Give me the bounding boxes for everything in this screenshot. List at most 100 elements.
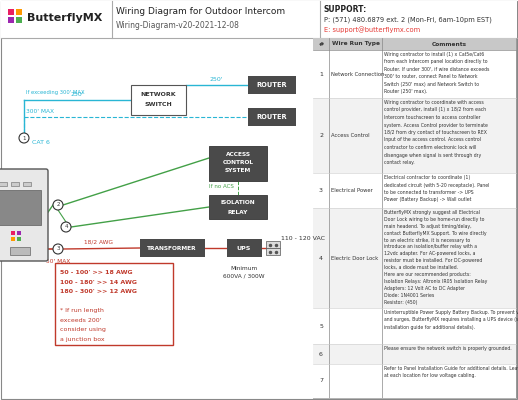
Text: If no ACS: If no ACS: [209, 184, 234, 190]
Text: dedicated circuit (with 5-20 receptacle). Panel: dedicated circuit (with 5-20 receptacle)…: [384, 182, 490, 188]
Text: disengage when signal is sent through dry: disengage when signal is sent through dr…: [384, 152, 481, 158]
Bar: [55, 263, 173, 345]
Text: 300' MAX: 300' MAX: [26, 109, 54, 114]
Text: 12vdc adapter. For AC-powered locks, a: 12vdc adapter. For AC-powered locks, a: [384, 251, 476, 256]
Text: CAT 6: CAT 6: [32, 140, 50, 144]
Text: Switch (250' max) and Network Switch to: Switch (250' max) and Network Switch to: [384, 82, 479, 86]
Text: 180 - 300' >> 12 AWG: 180 - 300' >> 12 AWG: [60, 289, 137, 294]
Text: 1: 1: [22, 136, 26, 140]
Text: Router. If under 300', if wire distance exceeds: Router. If under 300', if wire distance …: [384, 67, 490, 72]
Text: UPS: UPS: [237, 246, 251, 250]
Text: 3: 3: [319, 188, 323, 193]
Text: Input of the access control. Access control: Input of the access control. Access cont…: [384, 138, 481, 142]
Text: Intercom touchscreen to access controller: Intercom touchscreen to access controlle…: [384, 115, 481, 120]
Bar: [313, 364, 516, 398]
Text: 50 - 100' >> 18 AWG: 50 - 100' >> 18 AWG: [60, 270, 133, 275]
Bar: [16, 17, 22, 23]
Text: resistor must be installed. For DC-powered: resistor must be installed. For DC-power…: [384, 258, 482, 263]
Text: 250': 250': [70, 92, 84, 97]
Text: 2: 2: [56, 202, 60, 208]
Text: introduce an isolation/buffer relay with a: introduce an isolation/buffer relay with…: [384, 244, 477, 250]
Text: 600VA / 300W: 600VA / 300W: [223, 273, 265, 278]
Text: 50' MAX: 50' MAX: [46, 259, 70, 264]
Bar: [11, 231, 15, 235]
Text: Please ensure the network switch is properly grounded.: Please ensure the network switch is prop…: [384, 346, 512, 351]
Text: Electrical contractor to coordinate (1): Electrical contractor to coordinate (1): [384, 175, 470, 180]
Text: ACCESS: ACCESS: [225, 152, 251, 156]
Bar: [209, 195, 267, 219]
FancyBboxPatch shape: [0, 169, 48, 261]
Text: NETWORK: NETWORK: [140, 92, 176, 98]
Bar: [266, 248, 280, 255]
Bar: [313, 38, 516, 50]
Text: RELAY: RELAY: [228, 210, 248, 214]
Text: Wiring contractor to install (1) x Cat5e/Cat6: Wiring contractor to install (1) x Cat5e…: [384, 52, 484, 57]
Text: Wiring-Diagram-v20-2021-12-08: Wiring-Diagram-v20-2021-12-08: [116, 22, 240, 30]
Text: from each Intercom panel location directly to: from each Intercom panel location direct…: [384, 59, 487, 64]
Bar: [313, 308, 516, 344]
Text: Minimum: Minimum: [231, 266, 257, 271]
Text: 4: 4: [64, 224, 68, 230]
Text: Diode: 1N4001 Series: Diode: 1N4001 Series: [384, 293, 434, 298]
Text: SYSTEM: SYSTEM: [225, 168, 251, 174]
Text: Isolation Relays: Altronix IR05 Isolation Relay: Isolation Relays: Altronix IR05 Isolatio…: [384, 279, 487, 284]
Text: Power (Battery Backup) -> Wall outlet: Power (Battery Backup) -> Wall outlet: [384, 198, 471, 202]
Text: 2: 2: [319, 133, 323, 138]
Text: #: #: [319, 42, 324, 46]
Text: Uninterruptible Power Supply Battery Backup. To prevent voltage drops: Uninterruptible Power Supply Battery Bac…: [384, 310, 518, 315]
Text: E: support@butterflymx.com: E: support@butterflymx.com: [324, 27, 420, 33]
Circle shape: [53, 244, 63, 254]
Text: 110 - 120 VAC: 110 - 120 VAC: [281, 236, 325, 240]
Text: control provider, install (1) x 18/2 from each: control provider, install (1) x 18/2 fro…: [384, 108, 486, 112]
Bar: [10, 247, 30, 255]
Bar: [248, 76, 296, 94]
Text: exceeds 200': exceeds 200': [60, 318, 102, 322]
Bar: [139, 239, 205, 257]
Text: ButterflyMX strongly suggest all Electrical: ButterflyMX strongly suggest all Electri…: [384, 210, 480, 215]
Text: system. Access Control provider to terminate: system. Access Control provider to termi…: [384, 122, 488, 128]
Bar: [313, 98, 516, 173]
Text: 6: 6: [319, 352, 323, 356]
Text: If exceeding 300' MAX: If exceeding 300' MAX: [26, 90, 84, 95]
Text: Refer to Panel Installation Guide for additional details. Leave 6' service loop: Refer to Panel Installation Guide for ad…: [384, 366, 518, 371]
Text: ROUTER: ROUTER: [257, 82, 287, 88]
Text: at each location for low voltage cabling.: at each location for low voltage cabling…: [384, 374, 476, 378]
Bar: [226, 239, 262, 257]
Text: Comments: Comments: [431, 42, 467, 46]
Text: Network Connection: Network Connection: [331, 72, 384, 76]
Text: ISOLATION: ISOLATION: [221, 200, 255, 204]
Bar: [313, 344, 516, 364]
Text: Door Lock wiring to be home-run directly to: Door Lock wiring to be home-run directly…: [384, 217, 484, 222]
Text: CONTROL: CONTROL: [223, 160, 253, 164]
Text: 100 - 180' >> 14 AWG: 100 - 180' >> 14 AWG: [60, 280, 137, 284]
Text: Wire Run Type: Wire Run Type: [332, 42, 380, 46]
Text: Access Control: Access Control: [331, 133, 370, 138]
Text: 250': 250': [210, 77, 224, 82]
Text: 4: 4: [319, 256, 323, 260]
Text: 7: 7: [319, 378, 323, 384]
Text: Here are our recommended products:: Here are our recommended products:: [384, 272, 471, 277]
Bar: [209, 146, 267, 180]
Bar: [313, 173, 516, 208]
Text: contact relay.: contact relay.: [384, 160, 415, 165]
Text: main headend. To adjust timing/delay,: main headend. To adjust timing/delay,: [384, 224, 471, 229]
Text: contact ButterflyMX Support. To wire directly: contact ButterflyMX Support. To wire dir…: [384, 231, 486, 236]
Circle shape: [61, 222, 71, 232]
Circle shape: [53, 200, 63, 210]
Text: Electric Door Lock: Electric Door Lock: [331, 256, 378, 260]
Text: locks, a diode must be installed.: locks, a diode must be installed.: [384, 265, 458, 270]
Text: 1: 1: [319, 72, 323, 76]
Bar: [11, 182, 19, 186]
Text: Router (250' max).: Router (250' max).: [384, 89, 427, 94]
Text: Resistor: (450): Resistor: (450): [384, 300, 418, 305]
Circle shape: [19, 133, 29, 143]
Bar: [266, 241, 280, 248]
Text: a junction box: a junction box: [60, 336, 105, 342]
Bar: [17, 231, 21, 235]
Text: 18/2 AWG: 18/2 AWG: [84, 239, 113, 244]
Text: 300' to router, connect Panel to Network: 300' to router, connect Panel to Network: [384, 74, 478, 79]
Text: SWITCH: SWITCH: [144, 102, 172, 108]
Text: 18/2 from dry contact of touchscreen to REX: 18/2 from dry contact of touchscreen to …: [384, 130, 487, 135]
Bar: [313, 50, 516, 98]
Text: Wiring contractor to coordinate with access: Wiring contractor to coordinate with acc…: [384, 100, 484, 105]
